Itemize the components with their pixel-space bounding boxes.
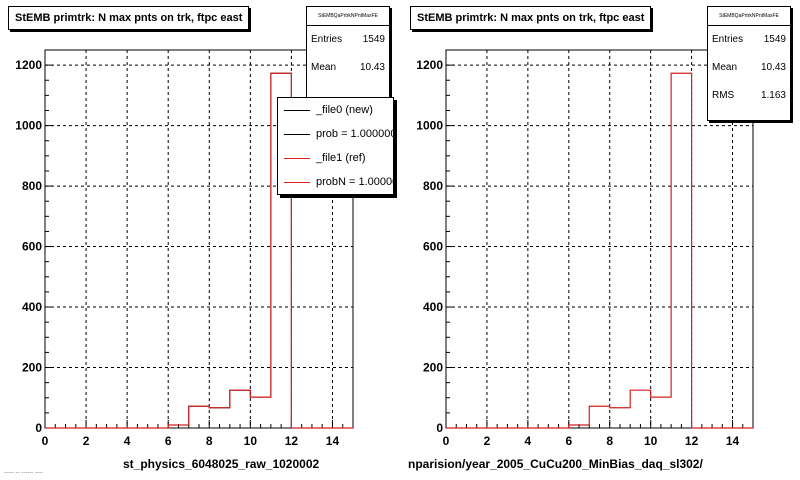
y-tick-label: 800: [22, 179, 42, 193]
legend-label: _file1 (ref): [316, 152, 366, 164]
stats-label: Mean: [311, 62, 337, 73]
stats-label: Entries: [311, 34, 343, 45]
stats-row-entries: Entries 1549: [307, 26, 389, 54]
y-tick-label: 1000: [15, 119, 42, 133]
stats-label: RMS: [712, 90, 735, 101]
legend-line-swatch: [284, 182, 310, 183]
y-tick-label: 600: [423, 240, 443, 254]
y-tick-label: 0: [436, 421, 443, 435]
stats-label: Mean: [712, 62, 738, 73]
stats-value: 10.43: [359, 62, 385, 73]
x-tick-label: 12: [285, 434, 299, 448]
stats-value: 1.163: [760, 90, 786, 101]
left-pad: 0 2 4 6 8 10 12 14 0 200 400 600 800 1000 1200 StEMB p…: [4, 6, 394, 476]
x-tick-label: 10: [644, 434, 658, 448]
x-tick-label: 8: [606, 434, 613, 448]
y-tick-label: 400: [22, 300, 42, 314]
x-tick-label: 6: [165, 434, 172, 448]
file-name-label: st_physics_6048025_raw_1020002: [123, 457, 320, 471]
x-tick-label: 14: [326, 434, 340, 448]
timestamp-note: ----- -- ------ ----: [4, 470, 43, 476]
x-tick-label: 2: [484, 434, 491, 448]
plot-title: StEMB primtrk: N max pnts on trk, ftpc e…: [8, 6, 250, 30]
x-tick-label: 6: [565, 434, 572, 448]
x-tick-label: 4: [525, 434, 532, 448]
x-tick-label: 8: [206, 434, 213, 448]
stats-row-mean: Mean 10.43: [307, 54, 389, 82]
legend-line-swatch: [284, 134, 310, 135]
stats-label: Entries: [712, 34, 744, 45]
stats-box: StEMBQaPrtrkNPntMaxFE Entries 1549 Mean …: [707, 6, 791, 121]
histogram-series-0: [446, 72, 753, 429]
x-tick-label: 2: [83, 434, 90, 448]
stats-value: 10.43: [760, 62, 786, 73]
y-tick-label: 400: [423, 300, 443, 314]
legend-line-swatch: [284, 158, 310, 159]
x-tick-label: 10: [244, 434, 258, 448]
stats-value: 1549: [362, 34, 385, 45]
y-tick-label: 1200: [15, 58, 42, 72]
x-tick-label: 12: [685, 434, 699, 448]
y-tick-label: 800: [423, 179, 443, 193]
stats-box: StEMBQaPrtrkNPntMaxFE Entries 1549 Mean …: [306, 6, 390, 110]
y-tick-label: 0: [35, 421, 42, 435]
legend: _file0 (new) prob = 1.000000 _file1 (ref…: [277, 97, 394, 195]
right-pad: 0 2 4 6 8 10 12 14 0 200 400 600 800 1000 1200 StEMB p…: [400, 0, 800, 480]
file-name-label: nparision/year_2005_CuCu200_MinBias_daq_…: [408, 457, 703, 471]
x-tick-label: 4: [124, 434, 131, 448]
y-tick-label: 600: [22, 240, 42, 254]
stats-row-rms: RMS 1.163: [708, 82, 790, 110]
stats-row-entries: Entries 1549: [708, 26, 790, 54]
legend-entry: _file1 (ref): [278, 146, 393, 170]
stats-name: StEMBQaPrtrkNPntMaxFE: [708, 7, 790, 26]
plot-title: StEMB primtrk: N max pnts on trk, ftpc e…: [410, 6, 652, 30]
legend-label: _file0 (new): [316, 104, 373, 116]
y-tick-label: 200: [423, 361, 443, 375]
legend-label: probN = 1.000000: [316, 176, 393, 188]
legend-entry: _file0 (new): [278, 98, 393, 122]
y-tick-label: 1200: [416, 58, 443, 72]
stats-name: StEMBQaPrtrkNPntMaxFE: [307, 7, 389, 26]
y-tick-label: 1000: [416, 119, 443, 133]
stats-row-mean: Mean 10.43: [708, 54, 790, 82]
plot-frame: [445, 49, 754, 429]
x-tick-label: 0: [443, 434, 450, 448]
x-tick-label: 14: [726, 434, 740, 448]
stats-value: 1549: [763, 34, 786, 45]
legend-entry: probN = 1.000000: [278, 170, 393, 194]
histogram-right: 0 2 4 6 8 10 12 14 0 200 400 600 800 1000 1200: [416, 49, 754, 448]
legend-label: prob = 1.000000: [316, 128, 394, 140]
x-tick-label: 0: [42, 434, 49, 448]
legend-entry: prob = 1.000000: [278, 122, 393, 146]
legend-line-swatch: [284, 110, 310, 111]
y-tick-label: 200: [22, 361, 42, 375]
